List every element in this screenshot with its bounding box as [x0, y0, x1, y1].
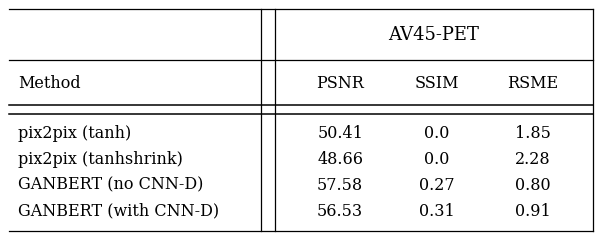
Text: 0.91: 0.91: [515, 203, 551, 220]
Text: pix2pix (tanhshrink): pix2pix (tanhshrink): [18, 151, 183, 168]
Text: Method: Method: [18, 75, 81, 92]
Text: 0.0: 0.0: [424, 151, 449, 168]
Text: 2.28: 2.28: [515, 151, 551, 168]
Text: 0.31: 0.31: [418, 203, 455, 220]
Text: 56.53: 56.53: [317, 203, 363, 220]
Text: 50.41: 50.41: [317, 125, 363, 142]
Text: 0.80: 0.80: [515, 177, 551, 194]
Text: 1.85: 1.85: [515, 125, 551, 142]
Text: SSIM: SSIM: [414, 75, 459, 92]
Text: RSME: RSME: [507, 75, 558, 92]
Text: 57.58: 57.58: [317, 177, 363, 194]
Text: GANBERT (with CNN-D): GANBERT (with CNN-D): [18, 203, 219, 220]
Text: 0.27: 0.27: [418, 177, 455, 194]
Text: GANBERT (no CNN-D): GANBERT (no CNN-D): [18, 177, 203, 194]
Text: AV45-PET: AV45-PET: [389, 26, 479, 44]
Text: PSNR: PSNR: [316, 75, 364, 92]
Text: 0.0: 0.0: [424, 125, 449, 142]
Text: pix2pix (tanh): pix2pix (tanh): [18, 125, 131, 142]
Text: 48.66: 48.66: [317, 151, 363, 168]
